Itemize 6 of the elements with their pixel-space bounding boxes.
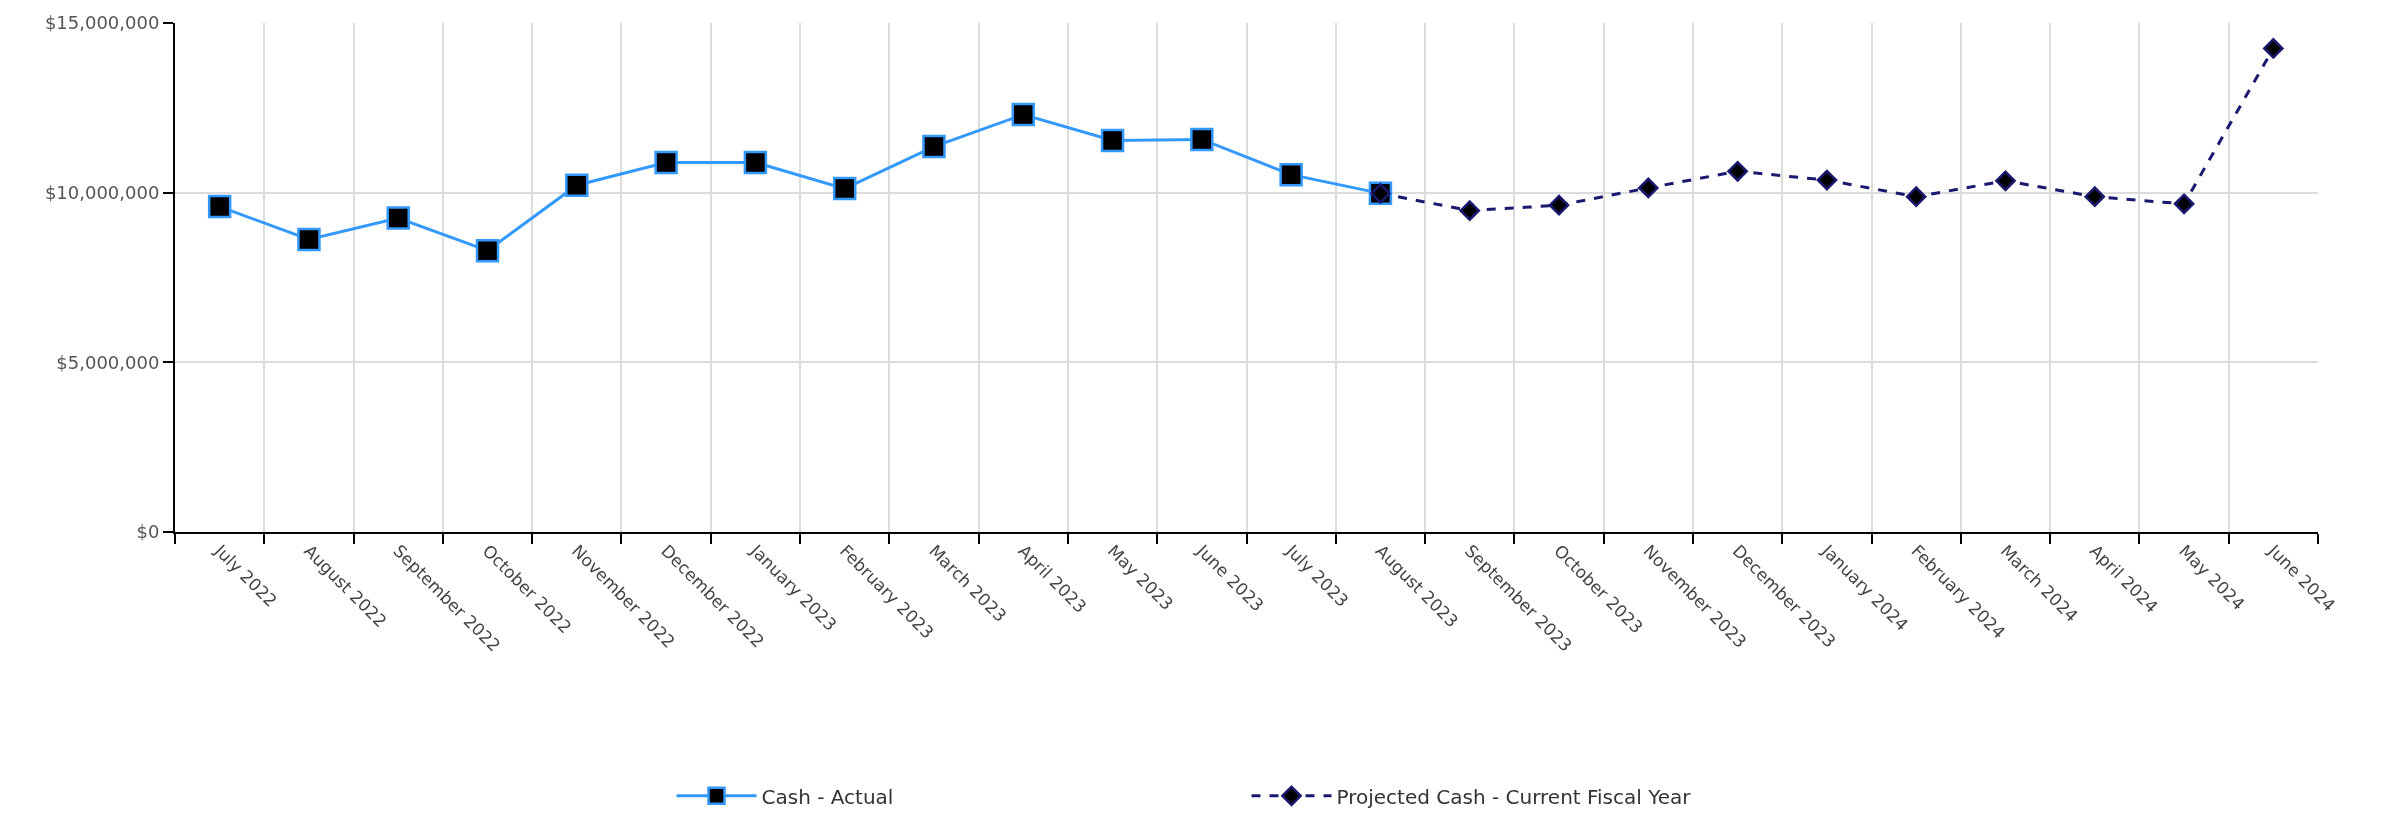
legend-label: Cash - Actual [761,784,894,809]
y-tick-label: $10,000,000 [44,181,160,203]
legend-label: Projected Cash - Current Fiscal Year [1336,784,1692,809]
y-tick-label: $15,000,000 [44,12,160,34]
y-tick-label: $0 [136,521,160,543]
y-tick-label: $5,000,000 [56,351,160,373]
